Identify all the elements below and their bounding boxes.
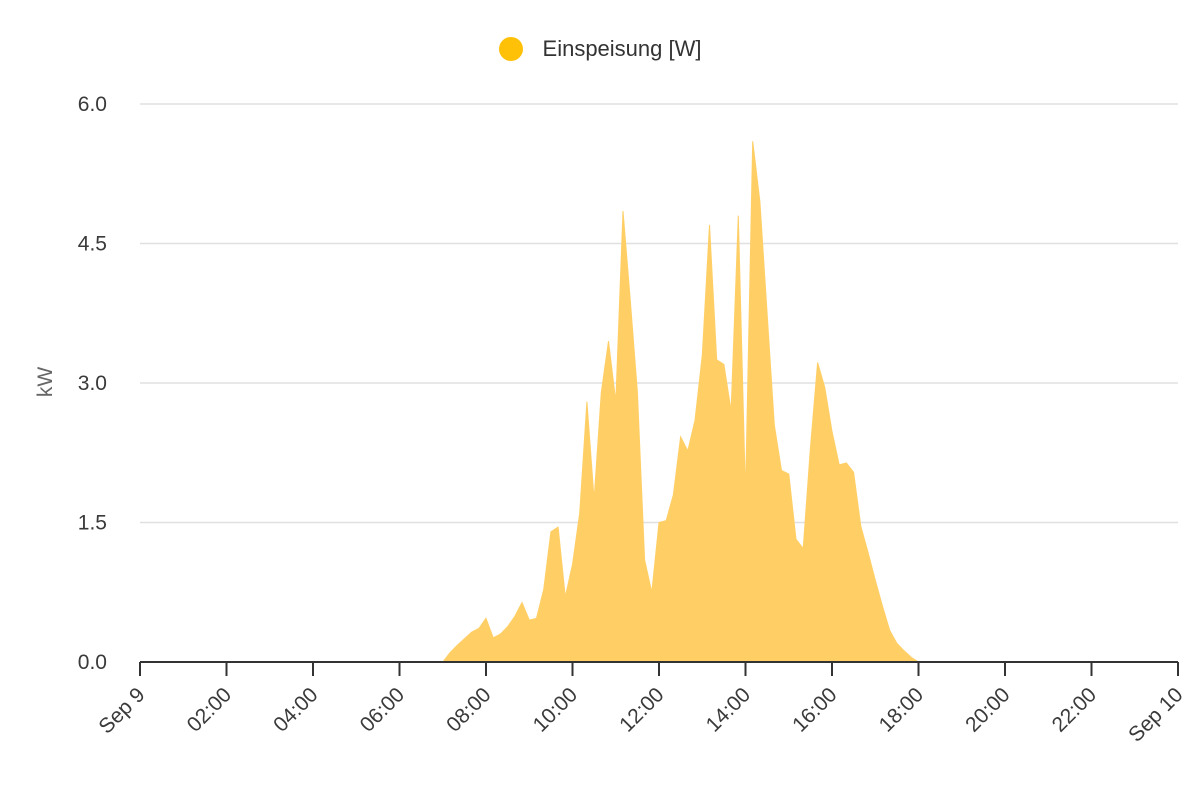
x-tick-label: 20:00	[961, 683, 1014, 736]
x-axis-ticks: Sep 9 02:00 04:00 06:00 08:00 10:00 12:00 14:00…	[94, 662, 1188, 747]
grid-lines	[140, 103, 1178, 524]
legend-item-feed-in[interactable]: Einspeisung [W]	[498, 36, 702, 62]
x-tick-label: 04:00	[269, 683, 322, 736]
x-tick-label: 08:00	[442, 683, 495, 736]
y-axis-ticks: 0.0 1.5 3.0 4.5 6.0	[78, 93, 107, 674]
x-tick-label: 16:00	[788, 683, 841, 736]
x-tick-label: 22:00	[1048, 683, 1101, 736]
x-tick-label: 06:00	[356, 683, 409, 736]
y-tick-label: 6.0	[78, 93, 107, 116]
x-tick-label: 10:00	[529, 683, 582, 736]
y-axis-title: kW	[34, 367, 57, 398]
y-tick-label: 3.0	[78, 372, 107, 395]
legend-label: Einspeisung [W]	[542, 36, 702, 61]
x-tick-label: 18:00	[875, 683, 928, 736]
x-tick-label: 14:00	[702, 683, 755, 736]
y-tick-label: 1.5	[78, 512, 107, 535]
feed-in-area[interactable]	[441, 141, 921, 663]
legend: Einspeisung [W]	[0, 36, 1200, 62]
x-tick-label: 02:00	[183, 683, 236, 736]
x-tick-label: 12:00	[615, 683, 668, 736]
y-tick-label: 4.5	[78, 233, 107, 256]
x-tick-label: Sep 9	[94, 683, 149, 738]
x-tick-label: Sep 10	[1124, 683, 1187, 746]
legend-dot-icon	[498, 37, 523, 61]
y-tick-label: 0.0	[78, 651, 107, 674]
